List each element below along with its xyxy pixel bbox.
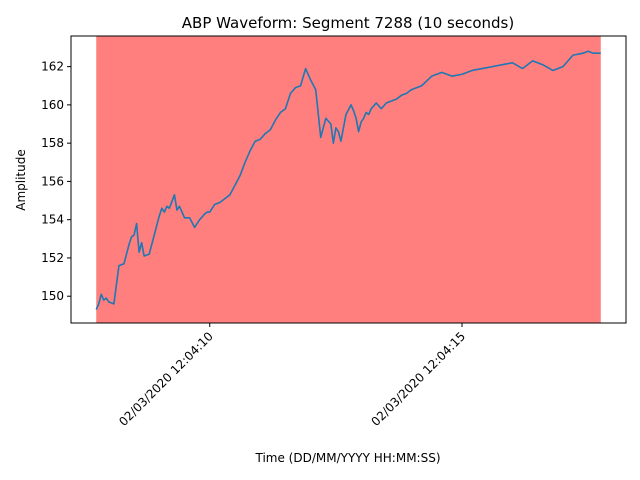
y-tick-label: 150 xyxy=(41,289,64,303)
y-tick-label: 160 xyxy=(41,98,64,112)
y-tick-label: 162 xyxy=(41,60,64,74)
x-tick-label: 02/03/2020 12:04:15 xyxy=(369,329,469,429)
axes-frame xyxy=(70,35,627,324)
y-tick-label: 154 xyxy=(41,213,64,227)
y-tick-label: 152 xyxy=(41,251,64,265)
abp-series-line xyxy=(95,50,601,310)
y-tick-label: 156 xyxy=(41,174,64,188)
shaded-region xyxy=(96,36,601,323)
plot-area xyxy=(70,35,627,324)
x-axis: 02/03/2020 12:04:10 02/03/2020 12:04:15 xyxy=(116,323,468,429)
x-tick-label: 02/03/2020 12:04:10 xyxy=(116,329,216,429)
x-axis-label: Time (DD/MM/YYYY HH:MM:SS) xyxy=(254,451,440,465)
chart-title: ABP Waveform: Segment 7288 (10 seconds) xyxy=(182,14,514,32)
y-tick-label: 158 xyxy=(41,136,64,150)
y-axis: 150 152 154 156 158 160 162 xyxy=(41,60,71,303)
y-axis-label: Amplitude xyxy=(14,149,28,211)
